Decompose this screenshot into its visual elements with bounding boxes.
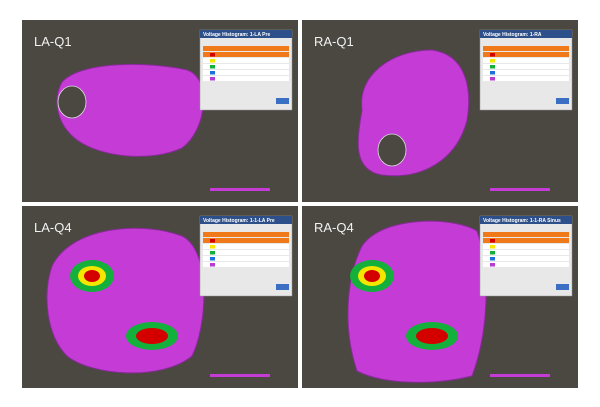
table-row (203, 52, 289, 57)
color-scale (210, 374, 270, 377)
histogram-header (480, 216, 572, 224)
voltage-map (46, 227, 205, 374)
table-row (483, 256, 569, 261)
table-row (203, 76, 289, 81)
histogram-title: Voltage Histogram: 1-RA (483, 32, 542, 38)
ok-button (276, 98, 289, 104)
color-swatch (210, 71, 215, 75)
histogram-header (480, 30, 572, 38)
valve-opening (377, 133, 407, 167)
table-row (483, 58, 569, 63)
color-scale (210, 188, 270, 191)
histogram-header (200, 216, 292, 224)
panel: RA-Q1 Voltage Histogram: 1-RA (302, 20, 578, 202)
panel: LA-Q1 Voltage Histogram: 1-LA Pre (22, 20, 298, 202)
table-header (483, 46, 569, 51)
color-swatch (210, 59, 215, 63)
panel-label: LA-Q4 (34, 220, 72, 235)
table-row (203, 256, 289, 261)
table-row (203, 70, 289, 75)
color-swatch (490, 257, 495, 261)
scar-region (416, 328, 448, 344)
table-row (483, 64, 569, 69)
color-swatch (210, 257, 215, 261)
voltage-map (347, 220, 487, 383)
panel-label: RA-Q4 (314, 220, 354, 235)
color-swatch (490, 263, 495, 267)
ok-button (556, 98, 569, 104)
color-swatch (490, 245, 495, 249)
voltage-map (56, 63, 204, 157)
ok-button (276, 284, 289, 290)
color-swatch (210, 239, 215, 243)
table-row (203, 250, 289, 255)
color-swatch (490, 77, 495, 81)
table-row (203, 64, 289, 69)
histogram-title: Voltage Histogram: 1-LA Pre (203, 32, 270, 38)
color-swatch (210, 53, 215, 57)
table-row (483, 76, 569, 81)
histogram-header (200, 30, 292, 38)
color-scale (490, 188, 550, 191)
color-swatch (210, 245, 215, 249)
scar-region (136, 328, 168, 344)
panel: LA-Q4 Voltage Histogram: 1-1-LA Pre (22, 206, 298, 388)
table-header (203, 46, 289, 51)
table-row (203, 238, 289, 243)
table-row (483, 52, 569, 57)
scar-region (84, 270, 100, 282)
panel-label: RA-Q1 (314, 34, 354, 49)
panel-label: LA-Q1 (34, 34, 72, 49)
histogram-title: Voltage Histogram: 1-1-LA Pre (203, 218, 275, 224)
table-row (483, 262, 569, 267)
table-row (203, 58, 289, 63)
color-swatch (210, 77, 215, 81)
table-row (483, 250, 569, 255)
table-row (203, 262, 289, 267)
color-swatch (210, 251, 215, 255)
histogram-title: Voltage Histogram: 1-1-RA Sinus (483, 218, 561, 224)
color-scale (490, 374, 550, 377)
table-row (203, 244, 289, 249)
color-swatch (490, 53, 495, 57)
table-row (483, 244, 569, 249)
valve-opening (57, 85, 87, 119)
table-header (483, 232, 569, 237)
color-swatch (210, 65, 215, 69)
table-header (203, 232, 289, 237)
color-swatch (210, 263, 215, 267)
table-row (483, 70, 569, 75)
color-swatch (490, 251, 495, 255)
color-swatch (490, 65, 495, 69)
color-swatch (490, 71, 495, 75)
color-swatch (490, 59, 495, 63)
table-row (483, 238, 569, 243)
color-swatch (490, 239, 495, 243)
scar-region (364, 270, 380, 282)
ok-button (556, 284, 569, 290)
panel: RA-Q4 Voltage Histogram: 1-1-RA Sinus (302, 206, 578, 388)
